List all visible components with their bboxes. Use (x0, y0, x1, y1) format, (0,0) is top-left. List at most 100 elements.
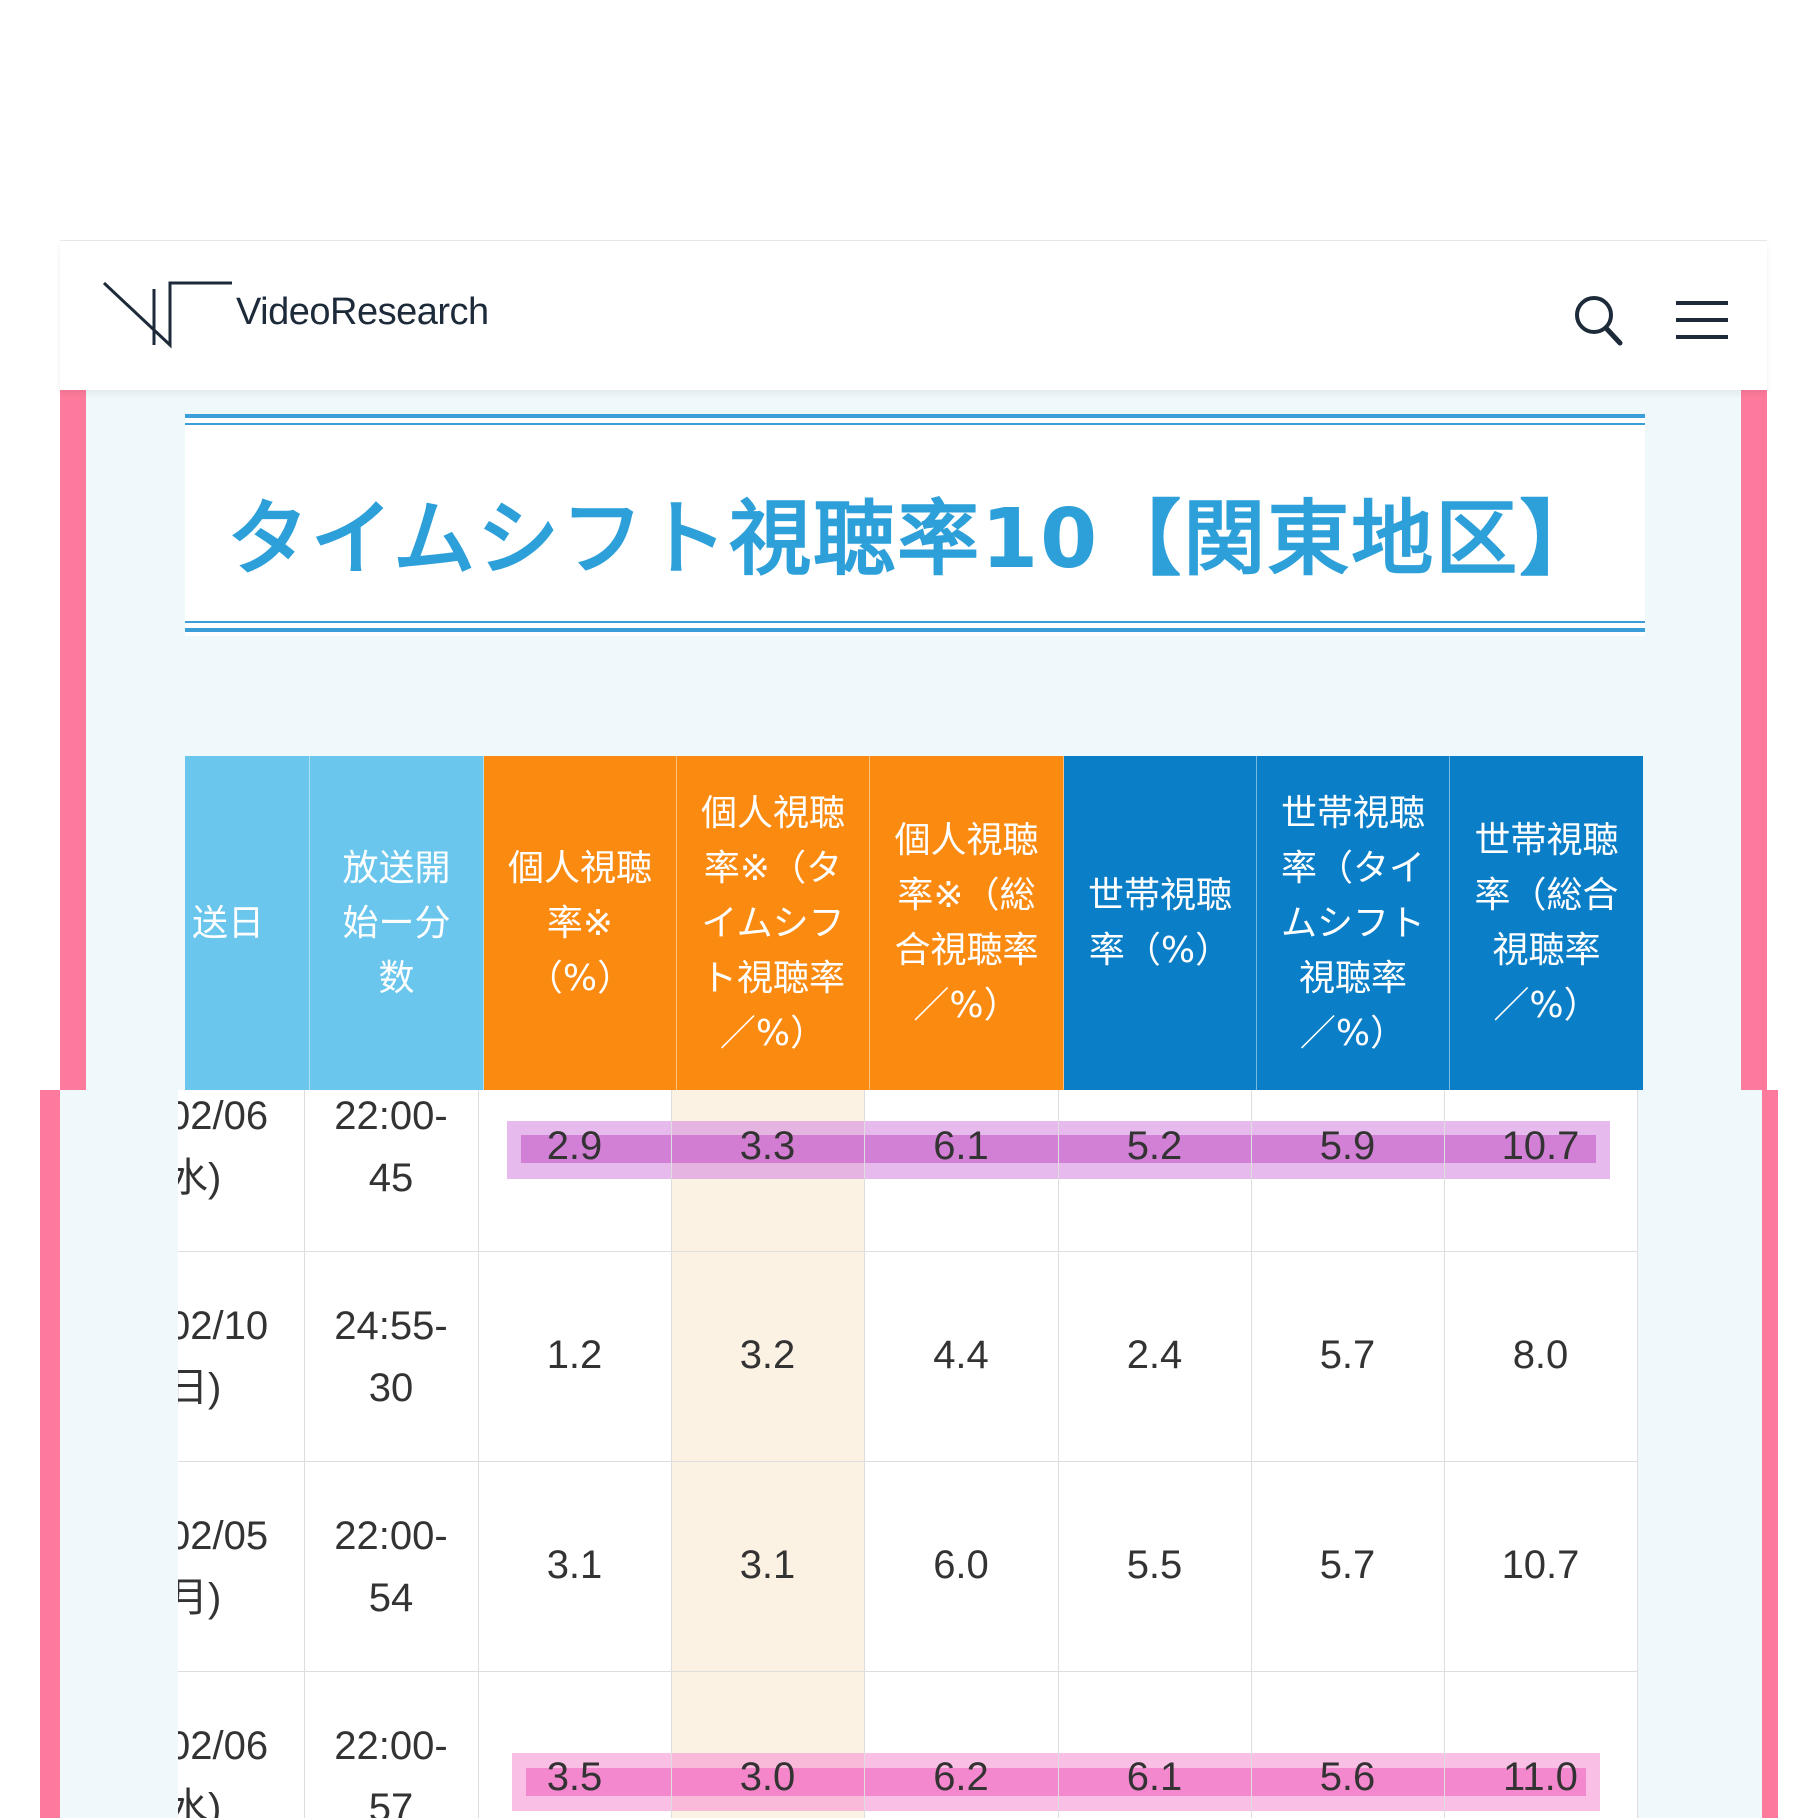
header-text: 合視聴率 (894, 930, 1039, 971)
value-cell: 5.7 (1319, 1333, 1376, 1377)
header-text: 世帯視聴 (1087, 875, 1232, 916)
logo[interactable]: VideoResearch (102, 279, 522, 349)
date-text: 02/06 (178, 1094, 269, 1138)
minutes-text: 30 (368, 1366, 414, 1410)
date-cell: 02/10 日) (178, 1295, 288, 1419)
header-cell-household-rating: 世帯視聴 率（%） (1064, 756, 1257, 1090)
search-icon (1575, 296, 1623, 346)
date-cell: 02/06 水) (178, 1715, 288, 1818)
minutes-text: 45 (368, 1156, 414, 1200)
value-cell: 5.7 (1319, 1543, 1376, 1587)
start-time-cell: 22:00- 57 (304, 1715, 478, 1818)
grid-line (1444, 1090, 1445, 1818)
header-text: 率※（総 (897, 875, 1036, 916)
value-cell: 8.0 (1512, 1333, 1569, 1377)
header-cell-personal-rating: 個人視聴 率※ （%） (484, 756, 677, 1090)
time-text: 22:00- (334, 1094, 448, 1138)
header-text: 世帯視聴 (1280, 792, 1425, 834)
date-text: 02/10 (178, 1304, 269, 1348)
header-text: 率（タイ (1280, 847, 1425, 889)
header-text: 率（%） (1088, 930, 1232, 971)
header-text: 個人視聴 (700, 792, 845, 834)
grid-line (178, 1461, 1638, 1462)
value-cell: 5.2 (1126, 1124, 1183, 1168)
start-time-cell: 22:00- 45 (304, 1090, 478, 1209)
day-text: 日) (178, 1366, 222, 1410)
value-cell: 3.2 (739, 1333, 796, 1377)
title-rule-bottom-1 (185, 621, 1645, 623)
header-text: 率（総合 (1474, 875, 1619, 916)
header-text: 率※ (546, 902, 614, 944)
value-cell: 1.2 (546, 1333, 603, 1377)
header-cell-personal-total: 個人視聴 率※（総 合視聴率 ／%） (870, 756, 1064, 1090)
value-cell: 10.7 (1501, 1543, 1580, 1587)
header-text: 率※（タ (703, 847, 843, 889)
header-cell-personal-timeshift: 個人視聴 率※（タ イムシフ ト視聴率 ／%） (677, 756, 870, 1090)
start-time-cell: 24:55- 30 (304, 1295, 478, 1419)
header-text: 放送開 (342, 847, 451, 889)
page-title: タイムシフト視聴率10【関東地区】 (226, 492, 1604, 587)
header-text: ／%） (1299, 1012, 1407, 1054)
grid-line (304, 1090, 305, 1818)
header-text: ／%） (719, 1012, 827, 1054)
row-highlight-band (526, 1768, 1586, 1796)
value-cell: 3.1 (546, 1543, 603, 1587)
header-text: 個人視聴 (507, 847, 652, 889)
value-cell: 11.0 (1503, 1755, 1578, 1799)
logo-text: VideoResearch (236, 291, 489, 333)
date-text: 02/06 (178, 1724, 269, 1768)
logo-mark-icon (102, 281, 232, 349)
title-rule-top-1 (185, 414, 1645, 418)
header-text: 世帯視聴 (1474, 820, 1619, 861)
header-text: 視聴率 (1492, 930, 1601, 971)
header-cell-date: 送日 (185, 756, 310, 1090)
grid-line (178, 1671, 1638, 1672)
header-text: （%） (526, 957, 634, 999)
grid-line (1251, 1090, 1252, 1818)
header-text: ト視聴率 (700, 957, 845, 999)
header-text: ムシフト (1280, 902, 1425, 944)
value-cell: 10.7 (1501, 1124, 1580, 1168)
value-cell: 3.0 (739, 1755, 796, 1799)
value-cell: 6.2 (933, 1755, 989, 1799)
grid-line (478, 1090, 479, 1818)
grid-line (1637, 1090, 1638, 1818)
grid-line (671, 1090, 672, 1818)
value-cell: 2.4 (1126, 1333, 1183, 1377)
table-body: 02/06 水) 22:00- 45 2.9 3.3 6.1 5.2 5.9 10.… (178, 1090, 1638, 1818)
header-text: ／%） (1493, 985, 1600, 1026)
search-button[interactable] (1570, 293, 1630, 349)
header-text: 始ー分 (342, 902, 451, 944)
minutes-text: 54 (368, 1576, 414, 1620)
value-cell: 3.1 (739, 1543, 796, 1587)
title-rule-bottom-2 (185, 628, 1645, 632)
site-header: VideoResearch (60, 241, 1767, 390)
header-text: 視聴率 (1298, 957, 1407, 999)
header-cell-start-time: 放送開 始ー分 数 (310, 756, 484, 1090)
header-text: 数 (378, 957, 415, 999)
header-cell-household-timeshift: 世帯視聴 率（タイ ムシフト 視聴率 ／%） (1257, 756, 1450, 1090)
time-text: 22:00- (334, 1724, 448, 1768)
day-text: 水) (178, 1156, 222, 1200)
title-box: タイムシフト視聴率10【関東地区】 (185, 414, 1645, 636)
minutes-text: 57 (368, 1786, 414, 1818)
value-cell: 5.5 (1126, 1543, 1183, 1587)
value-cell: 3.3 (739, 1124, 796, 1168)
header-text: ／%） (913, 985, 1020, 1026)
header-text: 個人視聴 (894, 820, 1039, 861)
title-rule-top-2 (185, 423, 1645, 425)
value-cell: 6.0 (933, 1543, 989, 1587)
value-cell: 2.9 (546, 1124, 603, 1168)
time-text: 22:00- (334, 1514, 448, 1558)
top-separator (60, 240, 1767, 241)
grid-line (178, 1251, 1638, 1252)
header-text: イムシフ (701, 902, 845, 944)
value-cell: 6.1 (1126, 1755, 1183, 1799)
grid-line (864, 1090, 865, 1818)
menu-button[interactable] (1672, 293, 1732, 349)
time-text: 24:55- (334, 1304, 448, 1348)
day-text: 月) (178, 1576, 222, 1620)
value-cell: 5.6 (1319, 1755, 1376, 1799)
header-cell-household-total: 世帯視聴 率（総合 視聴率 ／%） (1450, 756, 1643, 1090)
day-text: 水) (178, 1786, 222, 1818)
